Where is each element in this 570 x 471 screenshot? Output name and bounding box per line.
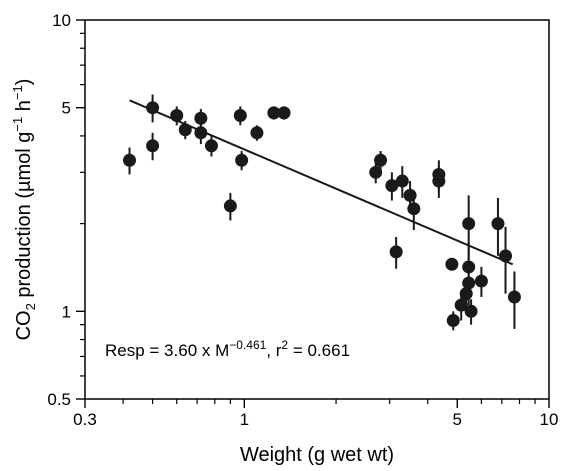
- y-label-subscript: 2: [23, 303, 38, 310]
- data-point: [474, 266, 488, 297]
- data-point: [369, 162, 383, 184]
- data-point: [507, 271, 521, 329]
- data-point: [170, 106, 184, 126]
- point-marker: [462, 217, 476, 231]
- annotation-exponent2: 2: [281, 338, 288, 352]
- point-marker: [194, 111, 208, 125]
- point-marker: [146, 139, 160, 153]
- data-points: [123, 94, 521, 331]
- point-marker: [235, 153, 249, 167]
- x-tick-label: 0.3: [73, 410, 97, 429]
- data-point: [267, 106, 281, 120]
- point-marker: [178, 123, 192, 137]
- data-point: [432, 166, 446, 198]
- point-marker: [445, 257, 459, 271]
- plot-frame: [84, 19, 550, 400]
- point-marker: [170, 109, 184, 123]
- y-tick-label: 1: [62, 302, 71, 321]
- point-marker: [474, 274, 488, 288]
- x-tick-label: 5: [453, 410, 462, 429]
- data-point: [194, 122, 208, 145]
- axis-tick-labels: 0.3 1 5 10 0.5 1 5 10: [47, 11, 558, 429]
- data-point: [464, 299, 478, 325]
- point-marker: [389, 245, 403, 259]
- point-marker: [407, 202, 421, 216]
- point-marker: [395, 174, 409, 188]
- y-tick-label: 0.5: [47, 390, 71, 409]
- annotation-part1: Resp = 3.60 x M: [105, 341, 229, 360]
- annotation-part2: , r: [266, 341, 281, 360]
- point-marker: [507, 290, 521, 304]
- y-label-mid: h: [13, 100, 35, 117]
- x-tick-label: 1: [240, 410, 249, 429]
- point-marker: [432, 174, 446, 188]
- point-marker: [233, 109, 247, 123]
- y-label-suffix: ): [13, 79, 35, 86]
- point-marker: [462, 276, 476, 290]
- data-point: [178, 121, 192, 140]
- data-point: [146, 94, 160, 123]
- point-marker: [223, 199, 237, 213]
- annotation-exponent: −0.461: [229, 338, 266, 352]
- x-axis-label: Weight (g wet wt): [240, 444, 394, 466]
- y-label-rest: production (µmol g: [13, 132, 35, 304]
- y-axis-label: CO2 production (µmol g−1 h−1): [10, 79, 38, 341]
- point-marker: [464, 304, 478, 318]
- data-point: [446, 311, 460, 331]
- y-label-sup1: −1: [10, 117, 25, 132]
- data-point: [499, 226, 513, 294]
- y-tick-label: 5: [62, 99, 71, 118]
- data-point: [445, 257, 459, 271]
- data-point: [407, 190, 421, 231]
- y-label-sup2: −1: [10, 85, 25, 100]
- data-point: [223, 192, 237, 221]
- data-point: [235, 151, 249, 171]
- y-tick-label: 10: [52, 11, 71, 30]
- point-marker: [374, 153, 388, 167]
- data-point: [250, 125, 264, 141]
- data-point: [233, 106, 247, 126]
- data-point: [462, 264, 476, 306]
- point-marker: [277, 106, 291, 120]
- data-point: [491, 197, 505, 256]
- data-point: [389, 236, 403, 269]
- data-point: [123, 147, 137, 175]
- point-marker: [267, 106, 281, 120]
- regression-line: [129, 99, 514, 266]
- point-marker: [204, 139, 218, 153]
- data-point: [277, 106, 291, 120]
- point-marker: [491, 217, 505, 231]
- point-marker: [385, 179, 399, 193]
- data-point: [385, 172, 399, 201]
- point-marker: [499, 249, 513, 263]
- point-marker: [194, 126, 208, 140]
- data-point: [374, 151, 388, 171]
- x-tick-label: 10: [540, 410, 559, 429]
- data-point: [204, 135, 218, 157]
- regression-annotation: Resp = 3.60 x M−0.461, r2 = 0.661: [105, 338, 350, 360]
- point-marker: [369, 165, 383, 179]
- annotation-part3: = 0.661: [288, 341, 350, 360]
- data-point: [395, 166, 409, 198]
- point-marker: [123, 153, 137, 167]
- axis-ticks: [76, 19, 550, 408]
- point-marker: [454, 298, 468, 312]
- point-marker: [446, 313, 460, 327]
- point-marker: [146, 101, 160, 115]
- data-point: [146, 132, 160, 161]
- point-marker: [250, 126, 264, 140]
- y-label-prefix: CO: [13, 310, 35, 340]
